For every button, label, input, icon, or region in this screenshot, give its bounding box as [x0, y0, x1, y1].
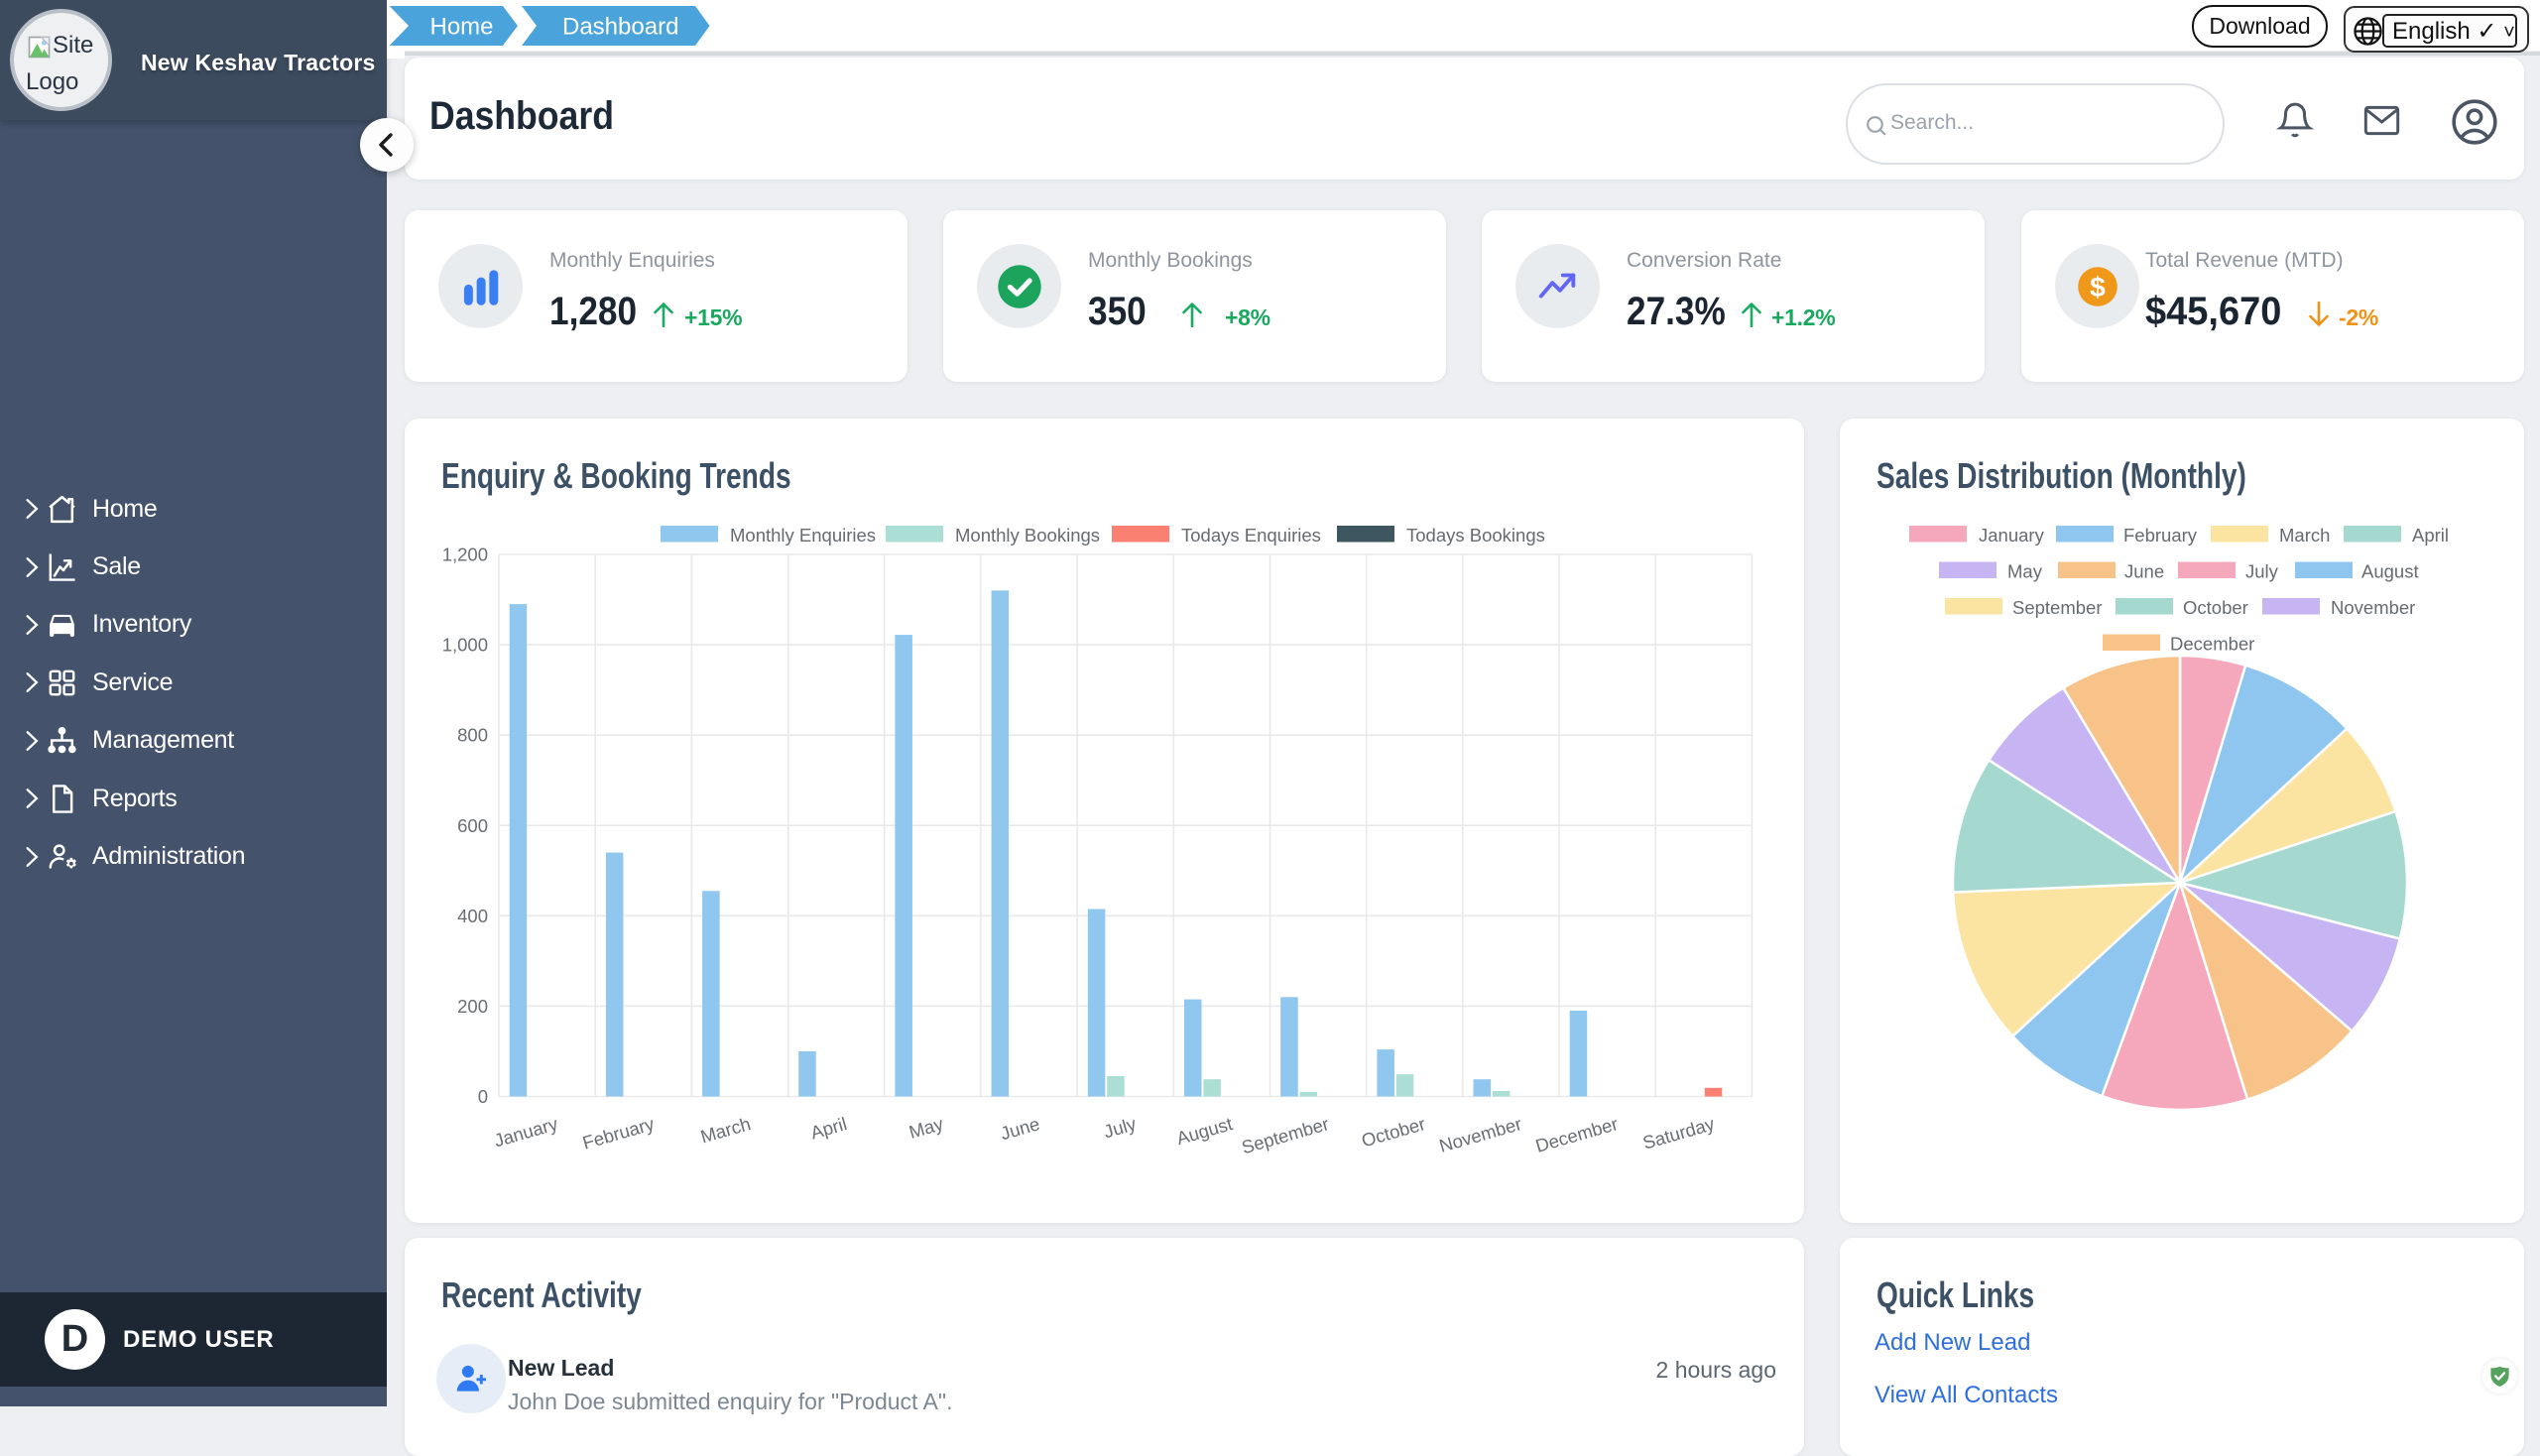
svg-text:0: 0: [478, 1086, 488, 1107]
svg-text:June: June: [2124, 561, 2164, 582]
svg-text:Saturday: Saturday: [1640, 1113, 1718, 1153]
svg-text:May: May: [907, 1113, 946, 1143]
svg-text:February: February: [580, 1113, 658, 1153]
svg-text:Todays Bookings: Todays Bookings: [1406, 525, 1545, 546]
svg-text:$: $: [2090, 272, 2106, 303]
svg-text:400: 400: [457, 906, 488, 926]
svg-text:Dashboard: Dashboard: [562, 14, 678, 41]
svg-text:April: April: [2412, 525, 2449, 546]
svg-text:November: November: [1437, 1113, 1524, 1156]
svg-text:600: 600: [457, 815, 488, 836]
svg-text:July: July: [2245, 561, 2279, 582]
svg-text:1,200: 1,200: [442, 545, 488, 565]
svg-text:February: February: [2123, 525, 2198, 546]
svg-text:January: January: [1979, 525, 2045, 546]
svg-text:March: March: [2279, 525, 2330, 546]
svg-text:August: August: [2361, 561, 2419, 582]
svg-text:Monthly Bookings: Monthly Bookings: [955, 525, 1100, 546]
svg-text:December: December: [2170, 634, 2254, 655]
svg-text:September: September: [1239, 1113, 1331, 1157]
svg-text:April: April: [808, 1113, 849, 1143]
svg-text:March: March: [698, 1113, 753, 1147]
svg-text:Home: Home: [430, 14, 494, 41]
svg-text:August: August: [1174, 1113, 1235, 1149]
svg-text:May: May: [2007, 561, 2043, 582]
svg-text:800: 800: [457, 725, 488, 746]
svg-text:Monthly Enquiries: Monthly Enquiries: [730, 525, 876, 546]
svg-text:June: June: [998, 1113, 1041, 1144]
svg-text:200: 200: [457, 996, 488, 1017]
svg-text:July: July: [1101, 1113, 1139, 1142]
svg-text:January: January: [492, 1113, 561, 1152]
svg-text:October: October: [2183, 597, 2248, 618]
svg-text:December: December: [1533, 1113, 1621, 1156]
svg-text:September: September: [2012, 597, 2103, 618]
svg-text:Todays Enquiries: Todays Enquiries: [1181, 525, 1321, 546]
svg-text:1,000: 1,000: [442, 635, 488, 656]
svg-text:November: November: [2331, 597, 2415, 618]
svg-text:October: October: [1359, 1113, 1427, 1151]
